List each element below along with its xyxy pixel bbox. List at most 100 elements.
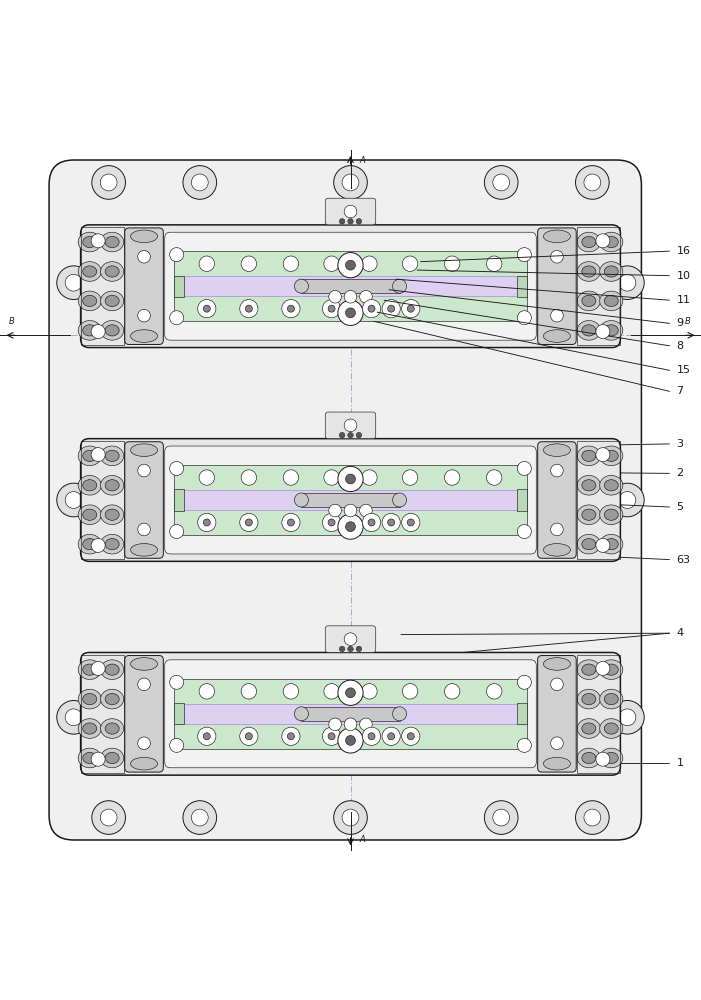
Text: 2: 2 xyxy=(676,468,683,478)
Ellipse shape xyxy=(543,757,571,770)
FancyBboxPatch shape xyxy=(49,160,641,840)
Circle shape xyxy=(407,519,414,526)
Circle shape xyxy=(402,727,420,745)
Circle shape xyxy=(362,684,377,699)
Circle shape xyxy=(596,752,610,766)
Circle shape xyxy=(334,801,367,834)
Circle shape xyxy=(282,513,300,532)
Ellipse shape xyxy=(83,509,97,520)
Circle shape xyxy=(241,256,257,271)
Circle shape xyxy=(324,256,339,271)
Circle shape xyxy=(198,513,216,532)
Circle shape xyxy=(382,727,400,745)
Circle shape xyxy=(550,678,563,691)
Circle shape xyxy=(576,166,609,199)
Ellipse shape xyxy=(83,480,97,491)
Ellipse shape xyxy=(105,752,119,764)
Circle shape xyxy=(100,809,117,826)
Circle shape xyxy=(402,470,418,485)
Circle shape xyxy=(611,483,644,517)
Circle shape xyxy=(245,519,252,526)
Bar xyxy=(81,441,124,559)
Circle shape xyxy=(550,250,563,263)
Ellipse shape xyxy=(78,660,102,679)
FancyBboxPatch shape xyxy=(325,198,376,225)
Circle shape xyxy=(346,522,355,532)
Circle shape xyxy=(550,737,563,750)
FancyBboxPatch shape xyxy=(125,656,163,772)
Circle shape xyxy=(65,274,82,291)
Bar xyxy=(81,227,124,345)
FancyBboxPatch shape xyxy=(165,446,536,554)
Circle shape xyxy=(91,325,105,339)
Ellipse shape xyxy=(604,295,618,307)
Bar xyxy=(174,465,527,535)
Ellipse shape xyxy=(600,660,623,679)
Circle shape xyxy=(388,305,395,312)
Circle shape xyxy=(324,470,339,485)
Circle shape xyxy=(362,727,381,745)
Ellipse shape xyxy=(78,748,102,768)
Circle shape xyxy=(137,250,150,263)
Ellipse shape xyxy=(604,325,618,336)
Bar xyxy=(517,489,527,511)
Bar xyxy=(174,679,527,749)
Circle shape xyxy=(199,256,215,271)
Circle shape xyxy=(362,256,377,271)
Circle shape xyxy=(346,260,355,270)
Circle shape xyxy=(486,684,502,699)
Circle shape xyxy=(444,256,460,271)
Ellipse shape xyxy=(578,291,601,311)
Ellipse shape xyxy=(600,534,623,554)
Bar xyxy=(577,441,620,559)
Ellipse shape xyxy=(78,446,102,466)
Ellipse shape xyxy=(582,266,596,277)
Circle shape xyxy=(282,300,300,318)
Ellipse shape xyxy=(105,723,119,734)
Circle shape xyxy=(344,290,357,303)
Ellipse shape xyxy=(130,658,158,670)
Circle shape xyxy=(170,248,184,262)
Circle shape xyxy=(444,470,460,485)
Circle shape xyxy=(402,300,420,318)
Circle shape xyxy=(486,256,502,271)
Ellipse shape xyxy=(543,658,571,670)
Ellipse shape xyxy=(578,748,601,768)
Ellipse shape xyxy=(83,664,97,675)
Ellipse shape xyxy=(604,539,618,550)
Circle shape xyxy=(611,266,644,300)
Circle shape xyxy=(360,718,372,731)
Ellipse shape xyxy=(578,475,601,495)
Text: 16: 16 xyxy=(676,246,690,256)
Circle shape xyxy=(170,525,184,539)
Circle shape xyxy=(65,709,82,726)
Circle shape xyxy=(91,752,105,766)
Ellipse shape xyxy=(78,475,102,495)
Text: 11: 11 xyxy=(676,295,690,305)
Ellipse shape xyxy=(582,509,596,520)
Circle shape xyxy=(356,432,362,438)
Circle shape xyxy=(91,538,105,552)
Circle shape xyxy=(282,727,300,745)
Circle shape xyxy=(356,646,362,652)
Circle shape xyxy=(493,809,510,826)
Circle shape xyxy=(339,219,345,224)
Circle shape xyxy=(360,504,372,517)
Circle shape xyxy=(344,205,357,218)
Ellipse shape xyxy=(578,262,601,281)
Circle shape xyxy=(348,646,353,652)
Circle shape xyxy=(486,470,502,485)
Circle shape xyxy=(338,680,363,705)
Ellipse shape xyxy=(105,664,119,675)
Circle shape xyxy=(294,707,308,721)
Circle shape xyxy=(619,709,636,726)
Ellipse shape xyxy=(604,723,618,734)
Ellipse shape xyxy=(101,748,124,768)
Ellipse shape xyxy=(105,295,119,307)
Circle shape xyxy=(407,733,414,740)
Ellipse shape xyxy=(600,748,623,768)
Circle shape xyxy=(338,253,363,278)
Ellipse shape xyxy=(130,544,158,556)
Circle shape xyxy=(198,727,216,745)
Circle shape xyxy=(388,733,395,740)
